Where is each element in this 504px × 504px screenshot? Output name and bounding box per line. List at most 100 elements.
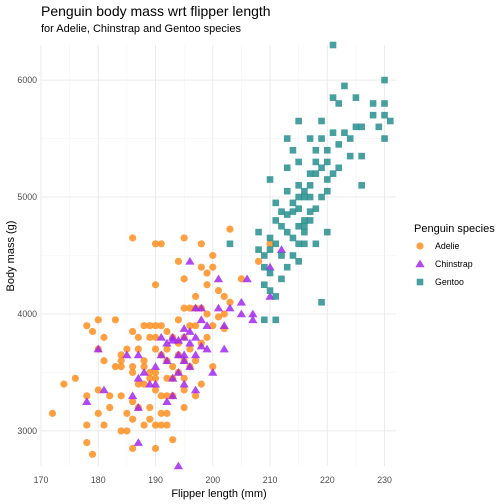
data-point-gentoo — [341, 129, 348, 137]
data-point-gentoo — [226, 240, 234, 248]
grid-lines — [40, 45, 396, 466]
data-point-gentoo — [329, 41, 337, 49]
data-point-adelie — [203, 333, 211, 341]
series-adelie — [48, 225, 274, 458]
data-point-chinstrap — [150, 362, 161, 370]
data-point-gentoo — [301, 240, 308, 248]
data-point-adelie — [191, 357, 200, 365]
data-point-gentoo — [283, 211, 291, 218]
data-point-chinstrap — [133, 403, 143, 411]
data-point-chinstrap — [213, 274, 224, 283]
data-point-gentoo — [266, 269, 274, 277]
data-point-adelie — [94, 386, 102, 394]
data-point-adelie — [226, 225, 234, 233]
x-tick-label: 200 — [205, 475, 220, 485]
y-tick-label: 6000 — [17, 75, 37, 85]
data-point-gentoo — [312, 158, 320, 166]
data-point-adelie — [88, 450, 97, 458]
data-point-chinstrap — [248, 309, 258, 318]
data-point-adelie — [180, 304, 188, 312]
data-point-adelie — [209, 322, 217, 330]
data-point-adelie — [186, 322, 194, 330]
data-point-adelie — [197, 240, 205, 248]
data-point-gentoo — [369, 100, 377, 107]
data-point-gentoo — [261, 263, 268, 271]
x-tick-label: 210 — [263, 475, 278, 485]
legend: Penguin species Adelie Chinstrap Gentoo — [414, 223, 495, 287]
data-point-gentoo — [335, 100, 343, 107]
data-point-gentoo — [295, 205, 302, 213]
data-point-chinstrap — [236, 309, 247, 318]
series-gentoo — [226, 41, 394, 324]
data-point-adelie — [151, 374, 160, 382]
data-point-adelie — [151, 368, 160, 377]
data-point-gentoo — [306, 170, 314, 177]
data-point-chinstrap — [190, 350, 201, 359]
data-point-adelie — [123, 409, 131, 417]
data-point-gentoo — [266, 176, 274, 183]
data-point-gentoo — [329, 129, 337, 137]
data-point-gentoo — [301, 228, 308, 236]
data-point-adelie — [83, 421, 91, 429]
x-tick-label: 220 — [320, 475, 335, 485]
data-point-gentoo — [283, 263, 291, 271]
data-point-adelie — [163, 345, 171, 353]
data-point-adelie — [106, 403, 114, 412]
data-point-gentoo — [318, 164, 325, 172]
data-point-gentoo — [261, 252, 268, 259]
data-point-chinstrap — [265, 262, 275, 271]
data-point-gentoo — [266, 234, 274, 242]
data-point-adelie — [163, 327, 171, 336]
data-point-gentoo — [346, 152, 354, 160]
data-point-adelie — [111, 362, 120, 371]
data-point-adelie — [214, 286, 223, 295]
data-point-gentoo — [301, 217, 308, 224]
data-point-adelie — [226, 298, 234, 306]
data-point-gentoo — [352, 123, 360, 131]
data-point-gentoo — [272, 293, 280, 300]
data-point-adelie — [180, 386, 188, 394]
data-point-gentoo — [295, 258, 302, 265]
legend-item-gentoo: Gentoo — [416, 277, 464, 287]
data-point-adelie — [209, 362, 217, 371]
x-axis-title: Flipper length (mm) — [171, 488, 266, 500]
data-point-chinstrap — [265, 292, 275, 300]
data-point-gentoo — [278, 222, 285, 230]
data-point-chinstrap — [168, 391, 178, 400]
data-point-gentoo — [312, 205, 320, 213]
x-axis-ticks: 170 180 190 200 210 220 230 — [34, 475, 392, 485]
data-point-gentoo — [318, 298, 325, 306]
data-point-chinstrap — [162, 338, 172, 347]
data-point-adelie — [180, 374, 188, 382]
data-point-chinstrap — [202, 321, 212, 329]
data-point-gentoo — [301, 187, 308, 195]
data-point-chinstrap — [179, 350, 189, 359]
data-point-adelie — [254, 257, 263, 265]
data-point-chinstrap — [242, 274, 252, 283]
data-point-adelie — [117, 427, 125, 435]
data-point-adelie — [129, 415, 137, 423]
data-point-chinstrap — [173, 461, 184, 470]
data-point-gentoo — [306, 182, 314, 189]
data-point-gentoo — [295, 117, 302, 125]
data-point-chinstrap — [179, 356, 189, 365]
data-point-gentoo — [295, 182, 302, 189]
data-point-adelie — [146, 322, 154, 330]
data-point-chinstrap — [185, 362, 195, 370]
data-point-gentoo — [261, 316, 268, 324]
data-point-chinstrap — [196, 341, 206, 350]
y-axis-ticks: 3000 4000 5000 6000 — [17, 75, 37, 436]
data-point-adelie — [151, 322, 160, 330]
data-point-chinstrap — [190, 385, 201, 394]
data-point-chinstrap — [93, 344, 103, 353]
data-point-adelie — [197, 380, 205, 388]
data-point-chinstrap — [185, 327, 195, 335]
data-point-adelie — [140, 380, 148, 388]
data-point-adelie — [157, 240, 165, 248]
data-point-gentoo — [312, 170, 320, 177]
data-point-chinstrap — [179, 332, 189, 341]
data-point-chinstrap — [168, 332, 178, 341]
data-point-chinstrap — [133, 373, 143, 382]
data-point-gentoo — [323, 228, 331, 236]
data-point-gentoo — [358, 123, 365, 131]
